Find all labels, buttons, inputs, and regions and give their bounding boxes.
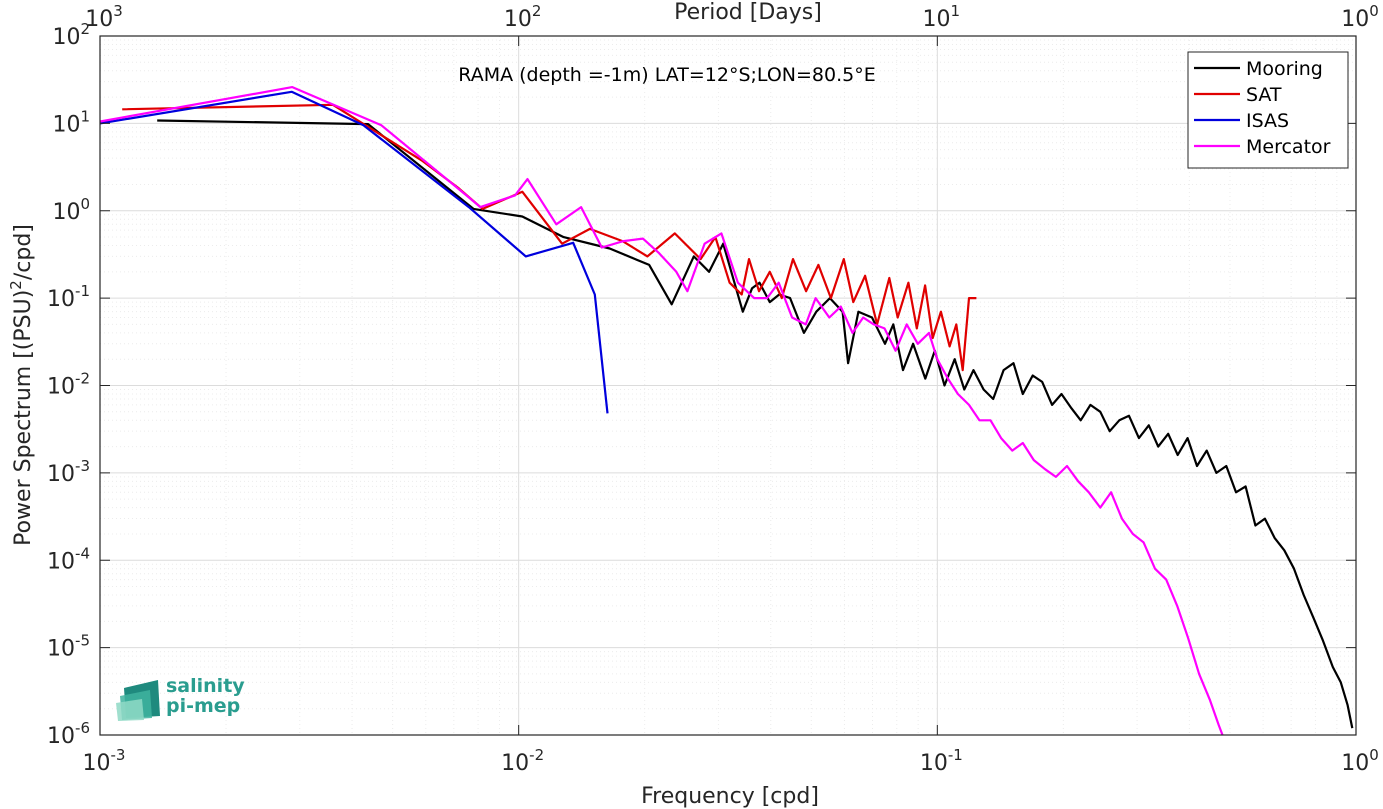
tick-marks xyxy=(99,35,1357,736)
y-tick-label: 10-1 xyxy=(47,282,90,312)
y-tick-label: 10-6 xyxy=(47,719,90,749)
y-tick-label: 10-2 xyxy=(47,370,90,400)
salinity-pi-mep-logo: salinity pi-mep xyxy=(116,675,245,721)
legend-label-mercator: Mercator xyxy=(1246,136,1331,158)
legend-label-mooring: Mooring xyxy=(1246,58,1323,80)
y-tick-label: 101 xyxy=(52,107,90,137)
logo-icon xyxy=(116,680,160,721)
series-line-mooring xyxy=(157,119,1354,729)
y-tick-label: 102 xyxy=(52,20,90,50)
y-tick-label: 10-4 xyxy=(47,544,90,574)
x-tick-label: 10-3 xyxy=(83,746,126,776)
top-tick-label: 103 xyxy=(85,2,123,32)
legend-label-sat: SAT xyxy=(1246,84,1282,106)
legend: Mooring SAT ISAS Mercator xyxy=(1187,51,1349,169)
series-line-sat xyxy=(122,103,977,372)
y-tick-label: 10-5 xyxy=(47,632,90,662)
top-tick-label: 100 xyxy=(1341,2,1379,32)
x-tick-label: 10-1 xyxy=(920,746,963,776)
series-layer xyxy=(100,85,1354,735)
x-tick-label: 10-2 xyxy=(501,746,544,776)
chart-title: RAMA (depth =-1m) LAT=12°S;LON=80.5°E xyxy=(458,64,875,86)
logo-text-salinity: salinity xyxy=(166,675,245,697)
top-tick-label: 102 xyxy=(504,2,542,32)
top-axis-label: Period [Days] xyxy=(674,0,822,25)
legend-label-isas: ISAS xyxy=(1246,110,1289,132)
x-tick-label: 100 xyxy=(1341,746,1379,776)
series-line-isas xyxy=(100,90,609,414)
top-tick-label: 101 xyxy=(923,2,961,32)
logo-text-pi-mep: pi-mep xyxy=(166,695,240,717)
y-tick-label: 100 xyxy=(52,195,90,225)
y-tick-label: 10-3 xyxy=(47,457,90,487)
y-axis-label: Power Spectrum [(PSU)2/cpd] xyxy=(7,224,36,546)
grid-lines xyxy=(99,36,1356,736)
legend-box xyxy=(1187,51,1349,169)
x-axis-label: Frequency [cpd] xyxy=(641,784,819,809)
series-line-mercator xyxy=(100,85,1224,735)
